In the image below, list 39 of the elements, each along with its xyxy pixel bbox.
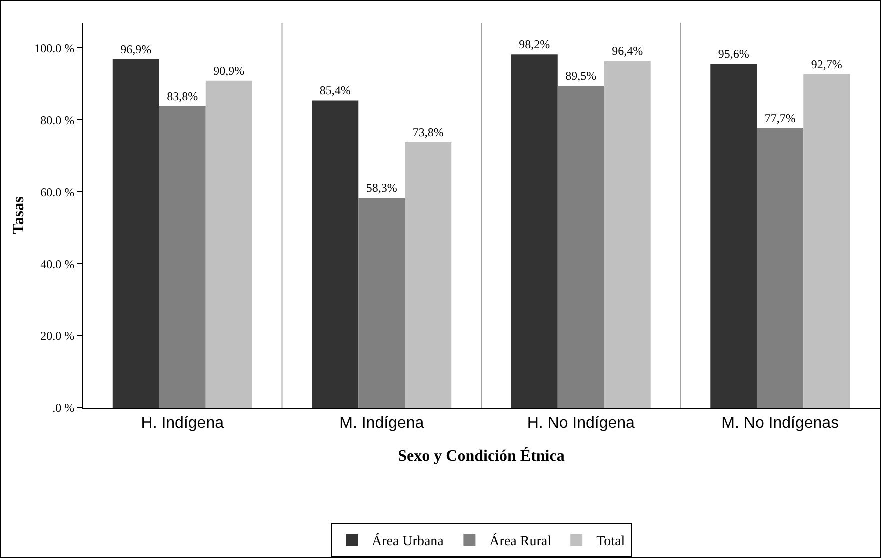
data-label: 90,9%: [214, 64, 245, 78]
bar: [511, 54, 558, 408]
data-label: 58,3%: [366, 181, 398, 196]
bar: [206, 80, 252, 408]
bar: [358, 198, 406, 408]
x-tick-label: M. Indígena: [340, 415, 424, 432]
bar: [757, 128, 804, 408]
x-tick-label: H. Indígena: [141, 415, 224, 432]
bar: [112, 59, 160, 408]
y-axis-title: Tasas: [10, 196, 28, 234]
y-tick-label: 100.0 %: [34, 41, 75, 56]
bar: [604, 61, 651, 408]
bar: [710, 64, 758, 408]
x-tick-label: H. No Indígena: [527, 415, 636, 432]
data-label: 96,9%: [120, 42, 152, 56]
y-tick-label: 80.0 %: [40, 113, 75, 128]
data-label: 92,7%: [811, 57, 842, 72]
data-label: 77,7%: [764, 111, 796, 126]
legend-label: Total: [596, 534, 626, 550]
bar: [312, 100, 359, 408]
data-label: 73,8%: [412, 125, 444, 140]
y-tick-label: 20.0 %: [40, 329, 75, 344]
legend-label: Área Urbana: [372, 532, 445, 550]
data-label: 85,4%: [320, 84, 351, 98]
data-label: 89,5%: [566, 68, 597, 83]
data-label: 83,8%: [167, 89, 198, 104]
y-tick-label: 60.0 %: [40, 185, 75, 200]
bar: [405, 142, 452, 408]
bar: [159, 106, 206, 408]
y-tick-label: .0 %: [52, 401, 75, 416]
data-label: 98,2%: [519, 38, 550, 52]
bar: [804, 74, 850, 408]
x-tick-label: M. No Indígenas: [722, 415, 840, 432]
x-axis-title: Sexo y Condición Étnica: [398, 446, 565, 465]
data-label: 95,6%: [718, 47, 750, 62]
legend-label: Área Rural: [490, 532, 552, 550]
data-label: 96,4%: [612, 44, 644, 58]
y-tick-label: 40.0 %: [40, 257, 75, 272]
bar: [558, 86, 604, 408]
